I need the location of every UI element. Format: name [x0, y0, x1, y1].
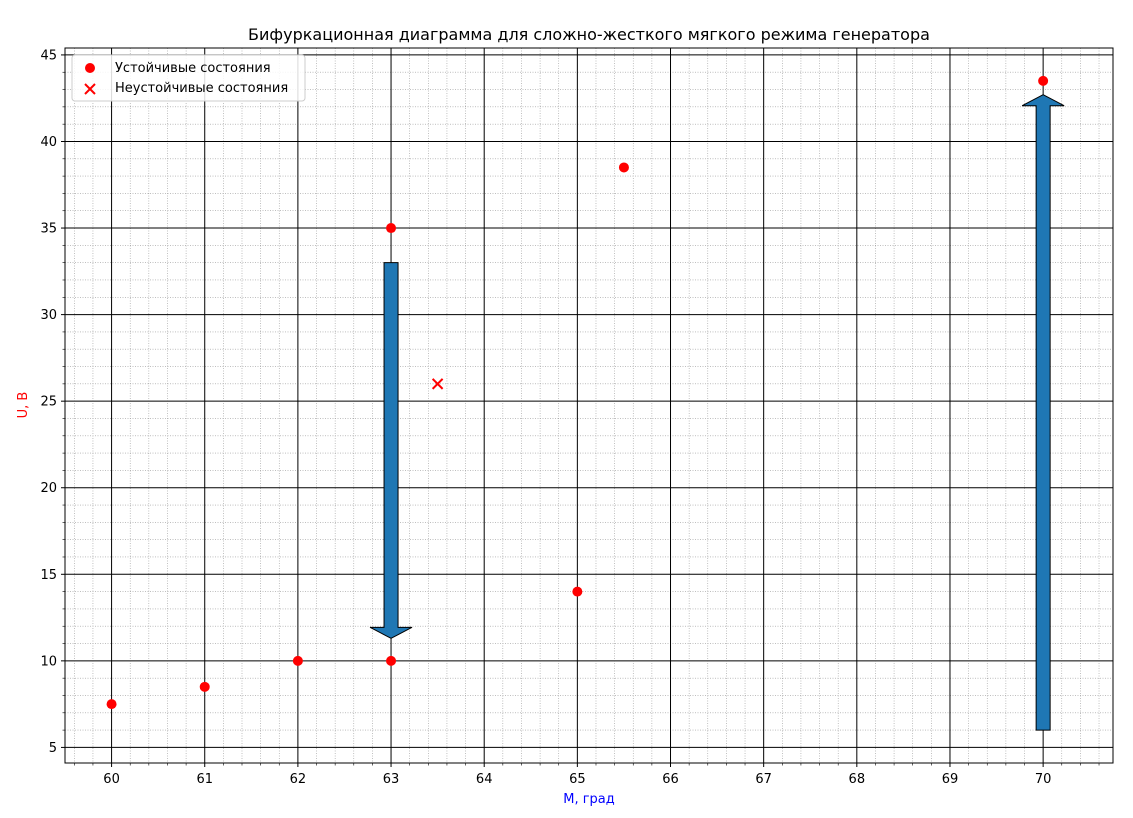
x-tick-label: 68	[849, 772, 866, 787]
arrow-up	[1021, 94, 1065, 731]
y-tick-label: 35	[40, 222, 57, 237]
y-tick-label: 10	[40, 654, 57, 669]
x-tick-label: 64	[476, 772, 493, 787]
legend-box	[71, 54, 306, 102]
stable-point	[572, 586, 583, 597]
y-tick-label: 45	[40, 48, 57, 63]
x-tick-label: 67	[755, 772, 772, 787]
legend-label-stable: Устойчивые состояния	[115, 61, 271, 76]
stable-point	[1038, 75, 1049, 86]
legend-label-unstable: Неустойчивые состояния	[115, 81, 288, 96]
y-tick-label: 20	[40, 481, 57, 496]
stable-point	[106, 699, 117, 710]
x-tick-label: 66	[662, 772, 679, 787]
x-tick-label: 60	[103, 772, 120, 787]
legend-marker-unstable	[84, 83, 96, 95]
axis-ticks: 60 61 62 63 64 65 66 67 68 69 70 5 10 15 20 25 30 35 40 45	[40, 48, 1100, 787]
y-tick-label: 5	[49, 741, 57, 756]
stable-point	[386, 223, 397, 234]
y-axis-label: U, В	[16, 392, 31, 419]
arrows	[369, 94, 1065, 731]
y-tick-label: 25	[40, 395, 57, 410]
legend: Устойчивые состояния Неустойчивые состоя…	[71, 54, 306, 102]
x-tick-label: 70	[1035, 772, 1052, 787]
y-tick-label: 15	[40, 568, 57, 583]
data-points	[106, 75, 1049, 710]
unstable-point	[431, 378, 444, 390]
arrow-down	[369, 262, 413, 639]
x-tick-label: 65	[569, 772, 586, 787]
legend-marker-stable	[85, 63, 95, 73]
stable-point	[386, 655, 397, 666]
y-tick-label: 30	[40, 308, 57, 323]
minor-grid	[65, 48, 1113, 763]
x-axis-label: M, град	[563, 792, 615, 807]
x-tick-label: 69	[942, 772, 959, 787]
y-tick-label: 40	[40, 135, 57, 150]
stable-point	[199, 681, 210, 692]
chart-title: Бифуркационная диаграмма для сложно-жест…	[248, 25, 930, 44]
stable-point	[292, 655, 303, 666]
plot-frame	[64, 47, 1114, 764]
x-tick-label: 61	[196, 772, 213, 787]
x-tick-label: 63	[383, 772, 400, 787]
x-tick-label: 62	[290, 772, 307, 787]
stable-point	[618, 162, 629, 173]
major-grid	[65, 48, 1113, 763]
